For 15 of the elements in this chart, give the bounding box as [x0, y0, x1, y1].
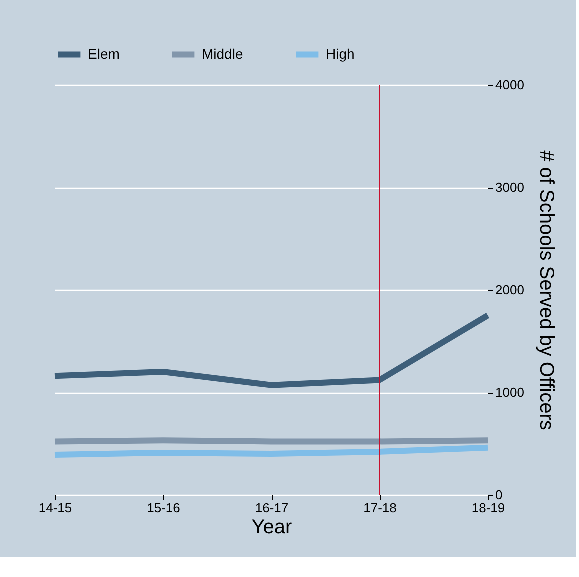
x-tick-label: 17-18 [364, 500, 397, 516]
y-axis-title: # of Schools Served by Officers [535, 150, 558, 430]
legend-label: High [326, 46, 355, 62]
x-axis-title: Year [252, 516, 293, 538]
x-tick-label: 15-16 [147, 500, 180, 516]
y-tick-label: 0 [496, 488, 503, 502]
x-tick-label: 16-17 [255, 500, 289, 516]
legend-label: Elem [88, 46, 120, 62]
y-tick-label: 4000 [496, 78, 524, 92]
y-tick-label: 1000 [496, 385, 524, 400]
x-tick-label: 14-15 [38, 500, 72, 516]
x-tick-label: 18-19 [472, 500, 506, 516]
legend-label: Middle [202, 46, 244, 62]
y-tick-label: 2000 [496, 282, 524, 298]
y-tick-label: 3000 [496, 180, 524, 195]
